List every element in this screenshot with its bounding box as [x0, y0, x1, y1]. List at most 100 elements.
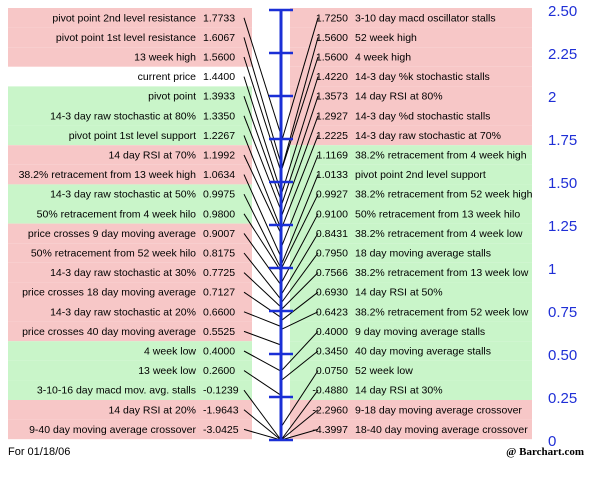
right-connector-line — [280, 37, 319, 172]
left-row-band — [8, 8, 252, 28]
left-connector-line — [243, 76, 282, 193]
right-connector-line — [280, 56, 319, 172]
row-bands — [8, 8, 532, 440]
right-connector-line — [280, 331, 319, 372]
left-connector-line — [243, 17, 282, 136]
right-row-value: 1.7250 — [316, 12, 348, 24]
left-row-label: 14-3 day raw stochastic at 50% — [50, 189, 196, 201]
footer-brand: @ Barchart.com — [506, 446, 584, 458]
left-row-value: 1.4400 — [203, 71, 235, 83]
left-row-band — [8, 164, 252, 185]
right-row-label: 18 day moving average stalls — [355, 248, 491, 260]
footer-date: For 01/18/06 — [8, 446, 71, 458]
right-row-value: 1.1169 — [317, 150, 348, 162]
right-row-value: 1.0133 — [316, 169, 348, 181]
axis-tick-label: 0.50 — [548, 347, 577, 364]
axis-tick-label: 0.75 — [548, 304, 577, 321]
axis-tick-label: 1.50 — [548, 175, 577, 192]
left-row-label: 14 day RSI at 70% — [108, 150, 196, 162]
left-connector-line — [243, 252, 282, 300]
right-row-value: 0.7566 — [316, 267, 348, 279]
right-row-label: 38.2% retracement from 52 week low — [355, 306, 529, 318]
right-connector-line — [280, 174, 319, 266]
right-row-label: 14-3 day %k stochastic stalls — [355, 71, 490, 83]
left-row-value: -0.1239 — [203, 385, 239, 397]
left-row-label: price crosses 40 day moving average — [22, 326, 196, 338]
left-row-label: pivot point 1st level resistance — [56, 32, 196, 44]
left-row-label: 13 week high — [134, 52, 196, 64]
right-connector-line — [280, 428, 319, 441]
right-row-band — [290, 164, 532, 185]
right-connector-line — [280, 76, 319, 196]
left-row-value: 0.5525 — [203, 326, 235, 338]
right-row-label: 14 day RSI at 30% — [355, 385, 443, 397]
left-row-value: 1.1992 — [203, 150, 235, 162]
right-row-band — [290, 321, 532, 342]
left-row-label: 14-3 day raw stochastic at 30% — [50, 267, 196, 279]
right-row-value: 0.9927 — [316, 189, 348, 201]
left-connector-line — [243, 154, 282, 234]
right-connector-line — [280, 213, 319, 284]
axis-tick-label: 1.25 — [548, 218, 577, 235]
left-connector-line — [243, 233, 282, 286]
right-row-band — [290, 262, 532, 283]
left-row-label: pivot point 2nd level resistance — [52, 12, 196, 24]
right-row-value: -0.4880 — [312, 385, 348, 397]
right-row-band — [290, 341, 532, 361]
row-labels: pivot point 2nd level resistance 1.7733 pi… — [19, 12, 533, 436]
right-row-label: 9-18 day moving average crossover — [355, 404, 522, 416]
axis-tick-label: 2.50 — [548, 3, 577, 20]
right-row-label: pivot point 2nd level support — [355, 169, 486, 181]
right-row-value: 0.6930 — [316, 287, 348, 299]
left-row-label: 50% retracement from 52 week hilo — [31, 248, 196, 260]
left-row-band — [8, 302, 252, 322]
right-connector-line — [280, 291, 319, 322]
left-connector-line — [243, 409, 282, 441]
left-connector-line — [243, 350, 282, 372]
left-row-band — [8, 282, 252, 302]
axis-ticks: 2.50 2.25 2 1.75 1.50 1.25 1 0.75 0.50 0.25 0 — [269, 3, 577, 450]
right-row-band — [290, 145, 532, 165]
left-row-label: 50% retracement from 4 week hilo — [37, 208, 196, 220]
right-row-value: 0.0750 — [316, 365, 348, 377]
right-row-band — [290, 66, 532, 87]
axis-tick-label: 0.25 — [548, 390, 577, 407]
right-connector-line — [280, 311, 319, 330]
right-connector-line — [280, 154, 319, 249]
left-row-value: 0.4000 — [203, 346, 235, 358]
right-row-band — [290, 302, 532, 322]
left-row-value: 0.7725 — [203, 267, 235, 279]
left-connector-line — [243, 389, 282, 441]
left-row-band — [8, 106, 252, 126]
right-connector-line — [280, 370, 319, 428]
right-row-band — [290, 8, 532, 28]
left-row-value: 1.6067 — [203, 32, 235, 44]
left-row-band — [8, 321, 252, 342]
left-connector-line — [243, 311, 282, 327]
left-row-band — [8, 125, 252, 146]
left-connector-line — [243, 115, 282, 211]
left-row-band — [8, 204, 252, 224]
left-connector-line — [243, 272, 282, 308]
left-row-label: price crosses 9 day moving average — [28, 228, 196, 240]
right-row-value: 1.2225 — [316, 130, 348, 142]
right-row-value: 0.6423 — [316, 306, 348, 318]
right-row-label: 38.2% retracement from 52 week high — [355, 189, 533, 201]
left-row-label: 14-3 day raw stochastic at 20% — [50, 306, 196, 318]
right-row-label: 14-3 day raw stochastic at 70% — [355, 130, 501, 142]
right-row-label: 38.2% retracement from 4 week low — [355, 228, 523, 240]
left-row-label: 4 week low — [144, 346, 196, 358]
right-row-band — [290, 400, 532, 420]
right-connector-line — [280, 409, 319, 441]
left-row-band — [8, 47, 252, 67]
right-row-label: 38.2% retracement from 13 week low — [355, 267, 529, 279]
right-connector-line — [280, 252, 319, 304]
right-row-value: 1.2927 — [316, 110, 348, 122]
left-row-band — [8, 341, 252, 361]
left-connector-line — [243, 135, 282, 230]
right-row-band — [290, 86, 532, 106]
left-row-label: 13 week low — [138, 365, 196, 377]
left-connector-line — [243, 428, 282, 441]
right-row-band — [290, 243, 532, 263]
